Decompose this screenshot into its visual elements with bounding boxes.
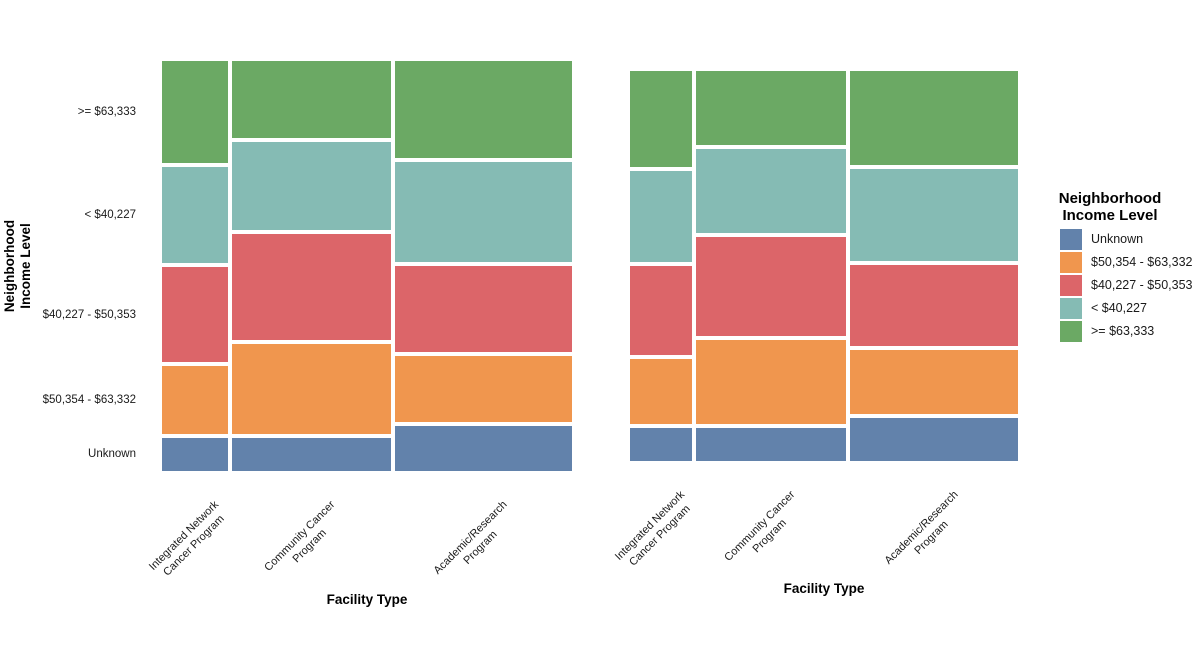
mosaic-column bbox=[849, 71, 1018, 461]
legend-label: $40,227 - $50,353 bbox=[1091, 278, 1193, 292]
y-axis-tick-label: $50,354 - $63,332 bbox=[42, 394, 136, 406]
x-axis-tick-label: Integrated Network Cancer Program bbox=[146, 498, 227, 579]
mosaic-column bbox=[231, 61, 391, 471]
mosaic-tile bbox=[695, 148, 846, 233]
legend-title: Neighborhood Income Level bbox=[1058, 190, 1162, 224]
legend-swatch bbox=[1060, 251, 1082, 273]
mosaic-tile bbox=[630, 428, 692, 461]
mosaic-column bbox=[695, 71, 846, 461]
mosaic-tile bbox=[849, 265, 1018, 347]
x-axis-tick-label: Academic/Research Program bbox=[431, 498, 510, 577]
x-axis-tick-label: Community Cancer Program bbox=[721, 488, 797, 564]
mosaic-tile bbox=[231, 437, 391, 471]
legend-item: >= $63,333 bbox=[1060, 320, 1200, 342]
mosaic-tile bbox=[231, 142, 391, 230]
legend-label: >= $63,333 bbox=[1091, 324, 1155, 338]
legend-item: $40,227 - $50,353 bbox=[1060, 274, 1200, 296]
x-axis-title-left: Facility Type bbox=[326, 592, 408, 607]
legend-swatch bbox=[1060, 228, 1082, 250]
legend-label: Unknown bbox=[1091, 232, 1144, 246]
mosaic-tile bbox=[162, 167, 228, 264]
mosaic-column bbox=[162, 61, 228, 471]
legend-swatch bbox=[1060, 320, 1082, 342]
mosaic-tile bbox=[630, 71, 692, 168]
legend-item: Unknown bbox=[1060, 228, 1200, 250]
mosaic-tile bbox=[849, 350, 1018, 415]
mosaic-tile bbox=[849, 418, 1018, 461]
mosaic-tile bbox=[630, 359, 692, 425]
mosaic-tile bbox=[630, 266, 692, 356]
mosaic-tile bbox=[394, 61, 572, 158]
mosaic-tile bbox=[162, 366, 228, 434]
y-axis-tick-label: < $40,227 bbox=[84, 209, 136, 222]
y-axis-tick-label: Unknown bbox=[88, 448, 136, 461]
legend-items: Unknown $50,354 - $63,332 $40,227 - $50,35… bbox=[1060, 228, 1200, 342]
mosaic-tile bbox=[394, 161, 572, 263]
mosaic-tile bbox=[695, 340, 846, 425]
x-axis-tick-label: Integrated Network Cancer Program bbox=[612, 488, 693, 569]
mosaic-tile bbox=[162, 437, 228, 471]
legend-swatch bbox=[1060, 297, 1082, 319]
mosaic-tile bbox=[849, 71, 1018, 166]
legend: Neighborhood Income Level Unknown $50,354… bbox=[1040, 190, 1200, 343]
mosaic-tile bbox=[695, 71, 846, 145]
mosaic-tile bbox=[162, 61, 228, 164]
y-axis-tick-label: >= $63,333 bbox=[77, 106, 136, 119]
mosaic-tile bbox=[231, 61, 391, 139]
x-axis-title-right: Facility Type bbox=[783, 581, 865, 596]
mosaic-plot-right bbox=[630, 71, 1018, 461]
mosaic-tile bbox=[394, 266, 572, 353]
mosaic-tile bbox=[849, 169, 1018, 262]
mosaic-tile bbox=[394, 426, 572, 471]
mosaic-tile bbox=[695, 428, 846, 461]
mosaic-tile bbox=[231, 344, 391, 434]
y-axis-tick-labels: >= $63,333 < $40,227 $40,227 - $50,353 $50,… bbox=[0, 61, 136, 471]
mosaic-column bbox=[394, 61, 572, 471]
mosaic-tile bbox=[630, 171, 692, 263]
mosaic-tile bbox=[695, 236, 846, 337]
x-axis-tick-label: Academic/Research Program bbox=[882, 488, 961, 567]
mosaic-tile bbox=[231, 233, 391, 341]
y-axis-tick-label: $40,227 - $50,353 bbox=[42, 308, 136, 321]
legend-item: $50,354 - $63,332 bbox=[1060, 251, 1200, 273]
legend-swatch bbox=[1060, 274, 1082, 296]
legend-item: < $40,227 bbox=[1060, 297, 1200, 319]
legend-label: $50,354 - $63,332 bbox=[1091, 255, 1193, 269]
mosaic-column bbox=[630, 71, 692, 461]
mosaic-plot-left bbox=[162, 61, 572, 471]
x-axis-tick-label: Community Cancer Program bbox=[262, 498, 338, 574]
mosaic-tile bbox=[394, 356, 572, 423]
mosaic-tile bbox=[162, 267, 228, 363]
legend-label: < $40,227 bbox=[1091, 301, 1147, 315]
